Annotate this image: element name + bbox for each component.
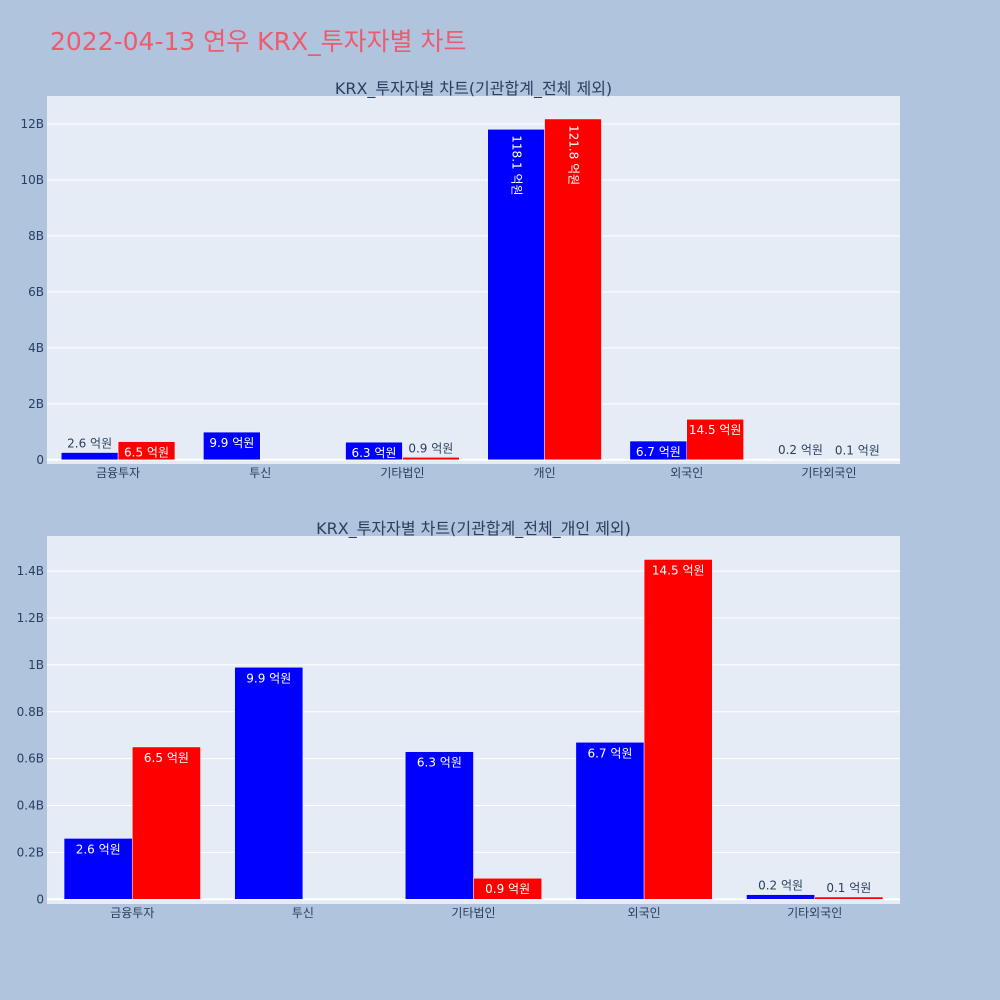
x-tick-label: 금융투자 (110, 906, 154, 920)
bar-label: 0.9 억원 (485, 882, 530, 896)
bar-label: 9.9 억원 (209, 436, 254, 450)
bar-label: 6.7 억원 (587, 746, 632, 760)
bar-label: 0.2 억원 (758, 879, 803, 893)
bar-label: 6.5 억원 (124, 446, 169, 460)
bar (746, 894, 815, 900)
bar (345, 441, 403, 461)
bar-label: 0.1 억원 (826, 881, 871, 895)
page-title: 2022-04-13 연우 KRX_투자자별 차트 (50, 27, 467, 56)
bar-label: 2.6 억원 (67, 437, 112, 451)
bar-label: 2.6 억원 (76, 842, 121, 856)
chart-title: KRX_투자자별 차트(기관합계_전체 제외) (335, 79, 612, 99)
bar-label: 121.8 억원 (567, 125, 581, 185)
x-tick-label: 기타외국인 (801, 466, 856, 480)
y-tick-label: 0 (36, 892, 44, 906)
bar-label: 9.9 억원 (246, 671, 291, 685)
bar (234, 667, 304, 900)
bar-label: 14.5 억원 (689, 423, 742, 437)
x-tick-label: 투신 (249, 466, 271, 480)
x-tick-label: 외국인 (670, 466, 703, 480)
bar (402, 457, 460, 461)
bar (643, 559, 713, 900)
bar (60, 452, 119, 461)
bar-label: 6.7 억원 (636, 445, 681, 459)
bar-label: 118.1 억원 (510, 135, 524, 195)
bar (117, 441, 176, 461)
y-tick-label: 0.2B (17, 845, 44, 859)
y-tick-label: 10B (20, 173, 44, 187)
bar-label: 14.5 억원 (652, 563, 705, 577)
bar (203, 431, 261, 461)
x-tick-label: 투신 (292, 906, 314, 920)
bar-label: 6.3 억원 (417, 756, 462, 770)
bar (771, 458, 830, 461)
y-tick-label: 1B (28, 658, 44, 672)
bar (487, 129, 545, 461)
y-tick-label: 1.4B (17, 564, 44, 578)
x-tick-label: 금융투자 (96, 466, 140, 480)
x-tick-label: 외국인 (628, 906, 661, 920)
bar (473, 877, 542, 900)
y-tick-label: 12B (20, 117, 44, 131)
bar-label: 0.9 억원 (408, 441, 453, 455)
y-tick-label: 1.2B (17, 611, 44, 625)
bar (544, 118, 602, 461)
bar-label: 0.1 억원 (835, 444, 880, 458)
x-tick-label: 기타법인 (380, 466, 424, 480)
y-tick-label: 0.8B (17, 705, 44, 719)
x-tick-label: 기타외국인 (787, 906, 842, 920)
bar (575, 742, 645, 900)
bar (686, 418, 744, 461)
y-tick-label: 4B (28, 341, 44, 355)
x-tick-label: 기타법인 (451, 906, 495, 920)
bar-label: 6.5 억원 (144, 751, 189, 765)
bar-label: 0.2 억원 (778, 443, 823, 457)
y-tick-label: 2B (28, 397, 44, 411)
bar (814, 896, 884, 900)
y-tick-label: 0.6B (17, 752, 44, 766)
x-tick-label: 개인 (534, 466, 556, 480)
bar (405, 751, 474, 900)
y-tick-label: 0.4B (17, 799, 44, 813)
y-tick-label: 8B (28, 229, 44, 243)
y-tick-label: 6B (28, 285, 44, 299)
bar-label: 6.3 억원 (351, 446, 396, 460)
chart-title: KRX_투자자별 차트(기관합계_전체_개인 제외) (316, 519, 631, 539)
bar (132, 746, 201, 900)
y-tick-label: 0 (36, 453, 44, 467)
bar (63, 838, 133, 900)
plot-area-1 (47, 96, 900, 464)
